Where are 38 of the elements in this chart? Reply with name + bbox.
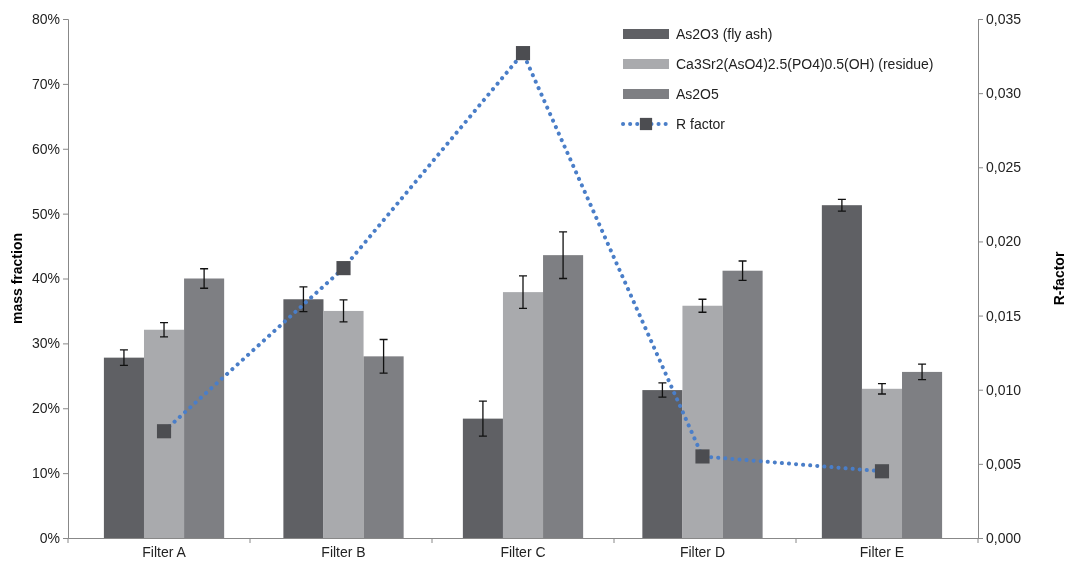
y-tick-label: 20% xyxy=(31,400,60,417)
bar xyxy=(682,305,723,538)
y2-tick-label: 0,000 xyxy=(986,529,1022,546)
legend-label: Ca3Sr2(AsO4)2.5(PO4)0.5(OH) (residue) xyxy=(676,56,934,72)
y2-tick-label: 0,035 xyxy=(986,10,1022,27)
y2-axis-title: R-factor xyxy=(1051,251,1067,306)
x-tick-label: Filter D xyxy=(679,543,726,560)
bar xyxy=(502,292,544,538)
legend-label: R factor xyxy=(676,116,726,132)
x-tick-label: Filter B xyxy=(321,543,366,560)
legend-label: As2O3 (fly ash) xyxy=(676,26,773,42)
y-tick-label: 40% xyxy=(31,270,60,287)
y-tick-label: 10% xyxy=(31,465,60,482)
y-tick-label: 30% xyxy=(31,335,60,352)
y-axis-title: mass fraction xyxy=(9,232,25,325)
y-tick-label: 50% xyxy=(31,205,60,222)
y2-tick-label: 0,020 xyxy=(986,233,1022,250)
bar xyxy=(642,390,683,538)
y-tick-label: 0% xyxy=(39,529,60,546)
bar xyxy=(283,299,324,538)
y2-tick-label: 0,030 xyxy=(986,85,1022,102)
y2-tick-label: 0,015 xyxy=(986,307,1022,324)
x-tick-label: Filter C xyxy=(500,543,546,560)
bar xyxy=(821,205,862,538)
y-tick-label: 70% xyxy=(31,75,60,92)
x-tick-label: Filter A xyxy=(142,543,187,560)
y2-tick-label: 0,010 xyxy=(986,381,1022,398)
bar xyxy=(323,310,364,538)
y-tick-label: 80% xyxy=(31,10,60,27)
y-tick-label: 60% xyxy=(31,140,60,157)
legend-label: As2O5 xyxy=(676,86,720,102)
x-tick-label: Filter E xyxy=(859,543,905,560)
y2-tick-label: 0,025 xyxy=(986,159,1022,176)
y2-tick-label: 0,005 xyxy=(986,455,1022,472)
bar xyxy=(103,357,144,538)
bar xyxy=(462,418,503,538)
bar xyxy=(143,329,185,538)
bar xyxy=(861,388,903,538)
